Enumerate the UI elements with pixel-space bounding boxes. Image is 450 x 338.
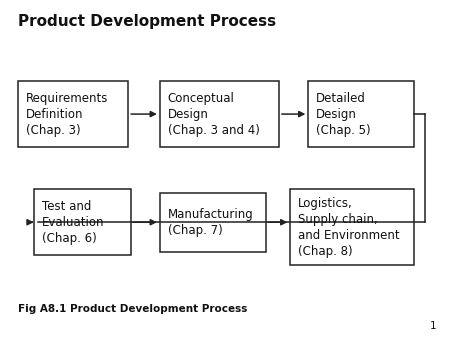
Text: Manufacturing
(Chap. 7): Manufacturing (Chap. 7) (168, 208, 254, 237)
Text: 1: 1 (430, 321, 436, 331)
Bar (18, 81, 128, 147)
Bar (34, 189, 130, 255)
Text: Logistics,
Supply chain,
and Environment
(Chap. 8): Logistics, Supply chain, and Environment… (298, 197, 400, 258)
Bar (308, 81, 414, 147)
Bar (160, 81, 279, 147)
Bar (160, 193, 266, 252)
Text: Conceptual
Design
(Chap. 3 and 4): Conceptual Design (Chap. 3 and 4) (168, 92, 260, 137)
Text: Test and
Evaluation
(Chap. 6): Test and Evaluation (Chap. 6) (42, 200, 104, 245)
Text: Detailed
Design
(Chap. 5): Detailed Design (Chap. 5) (316, 92, 371, 137)
Text: Requirements
Definition
(Chap. 3): Requirements Definition (Chap. 3) (26, 92, 108, 137)
Text: Fig A8.1 Product Development Process: Fig A8.1 Product Development Process (18, 304, 248, 314)
Text: Product Development Process: Product Development Process (18, 14, 276, 28)
Bar (290, 189, 414, 265)
